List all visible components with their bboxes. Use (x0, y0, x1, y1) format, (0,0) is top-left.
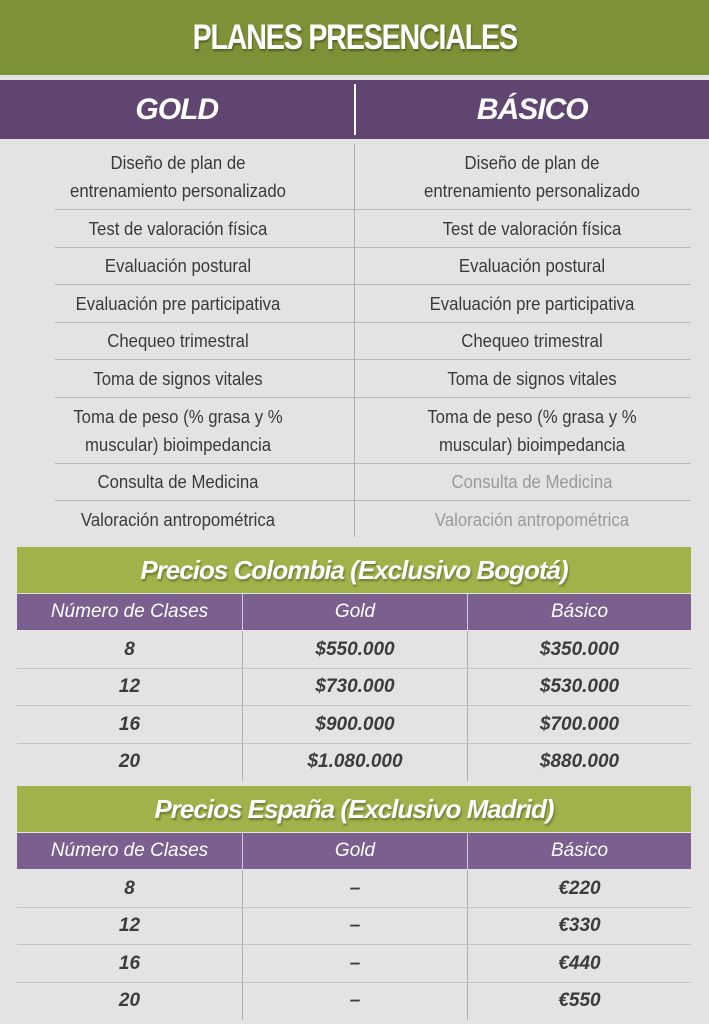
feature-row: Toma de signos vitales Toma de signos vit… (0, 360, 709, 398)
colombia-classes-cell: 16 (118, 713, 141, 735)
colombia-classes-cell: 20 (118, 751, 141, 773)
colombia-title: Precios Colombia (Exclusivo Bogotá) (140, 554, 568, 585)
colombia-basico-cell: $530.000 (467, 668, 691, 706)
espana-gold-cell: – (242, 907, 467, 945)
feature-gold-cell: Toma de peso (% grasa y % muscular) bioi… (72, 406, 283, 455)
espana-basico-cell: €550 (467, 982, 691, 1020)
espana-basico-cell: €330 (467, 907, 691, 945)
feature-row: Test de valoración física Test de valorac… (0, 210, 709, 248)
feature-gold-cell: Test de valoración física (88, 218, 267, 239)
colombia-header-classes: Número de Clases (50, 601, 209, 622)
feature-gold-cell: Consulta de Medicina (96, 472, 258, 493)
espana-header-row: Número de Clases Gold Básico (17, 833, 691, 869)
espana-gold-cell: – (242, 945, 467, 983)
colombia-gold-cell: $550.000 (242, 631, 467, 669)
colombia-gold-cell: $730.000 (242, 668, 467, 706)
colombia-price-row: 8 $550.000 $350.000 (17, 631, 691, 669)
espana-title-banner: Precios España (Exclusivo Madrid) (17, 786, 691, 832)
colombia-basico-cell: $350.000 (467, 631, 691, 669)
espana-header-gold: Gold (242, 833, 467, 869)
colombia-gold-cell: $1.080.000 (242, 743, 467, 781)
espana-price-row: 20 – €550 (17, 982, 691, 1020)
feature-row: Consulta de Medicina Consulta de Medicina (0, 464, 709, 502)
espana-gold-cell: – (242, 870, 467, 908)
espana-header-classes: Número de Clases (50, 840, 209, 861)
page-title: PLANES PRESENCIALES (192, 17, 518, 57)
espana-classes-cell: 8 (124, 877, 135, 899)
colombia-price-row: 12 $730.000 $530.000 (17, 668, 691, 706)
feature-basico-cell: Test de valoración física (442, 218, 621, 239)
espana-title: Precios España (Exclusivo Madrid) (154, 793, 554, 824)
feature-basico-cell: Toma de signos vitales (446, 368, 617, 389)
plan-gold-label: GOLD (135, 92, 219, 126)
plan-basico-label: BÁSICO (476, 92, 589, 126)
espana-gold-cell: – (242, 982, 467, 1020)
espana-price-table: 8– €220 12– €330 16– €440 20– €550 (17, 870, 691, 1020)
feature-row: Toma de peso (% grasa y % muscular) bioi… (0, 398, 709, 464)
features-divider (354, 144, 355, 537)
plan-header: GOLD BÁSICO (0, 80, 709, 139)
colombia-basico-cell: $700.000 (467, 706, 691, 744)
espana-basico-cell: €220 (467, 870, 691, 908)
feature-gold-cell: Evaluación pre participativa (75, 293, 280, 314)
feature-basico-cell: Chequeo trimestral (460, 331, 603, 352)
colombia-price-row: 16 $900.000 $700.000 (17, 706, 691, 744)
colombia-gold-cell: $900.000 (242, 706, 467, 744)
espana-classes-cell: 16 (118, 952, 141, 974)
feature-basico-cell: Consulta de Medicina (450, 472, 612, 493)
colombia-header-gold: Gold (242, 594, 467, 630)
espana-price-row: 16 – €440 (17, 945, 691, 983)
espana-classes-cell: 12 (118, 915, 141, 937)
feature-basico-cell: Toma de peso (% grasa y % muscular) bioi… (426, 406, 637, 455)
feature-gold-cell: Valoración antropométrica (80, 509, 275, 530)
espana-header-basico: Básico (467, 833, 691, 869)
feature-row: Diseño de plan de entrenamiento personal… (0, 144, 709, 210)
colombia-classes-cell: 8 (124, 638, 135, 660)
feature-gold-cell: Toma de signos vitales (92, 368, 263, 389)
colombia-classes-cell: 12 (118, 676, 141, 698)
feature-gold-cell: Evaluación postural (104, 256, 251, 277)
colombia-price-row: 20 $1.080.000 $880.000 (17, 743, 691, 781)
features-table: Diseño de plan de entrenamiento personal… (0, 144, 709, 539)
espana-price-row: 12 – €330 (17, 907, 691, 945)
title-banner: PLANES PRESENCIALES (0, 0, 709, 75)
espana-classes-cell: 20 (118, 990, 141, 1012)
colombia-title-banner: Precios Colombia (Exclusivo Bogotá) (17, 547, 691, 593)
feature-basico-cell: Valoración antropométrica (434, 509, 629, 530)
feature-row: Valoración antropométrica Valoración antr… (0, 501, 709, 539)
feature-row: Chequeo trimestral Chequeo trimestral (0, 323, 709, 361)
espana-price-row: 8 – €220 (17, 870, 691, 908)
colombia-header-row: Número de Clases Gold Básico (17, 594, 691, 630)
espana-basico-cell: €440 (467, 945, 691, 983)
feature-row: Evaluación postural Evaluación postural (0, 248, 709, 286)
colombia-basico-cell: $880.000 (467, 743, 691, 781)
feature-gold-cell: Chequeo trimestral (106, 331, 249, 352)
colombia-price-table: 8 $550.000 $350.000 12 $730.000 $530.000 16 $90… (17, 631, 691, 781)
colombia-header-basico: Básico (467, 594, 691, 630)
feature-basico-cell: Evaluación postural (458, 256, 605, 277)
feature-basico-cell: Diseño de plan de entrenamiento personal… (423, 153, 640, 201)
plan-header-divider (353, 84, 356, 135)
feature-row: Evaluación pre participativa Evaluación p… (0, 285, 709, 323)
feature-gold-cell: Diseño de plan de entrenamiento personal… (69, 153, 286, 201)
feature-basico-cell: Evaluación pre participativa (429, 293, 634, 314)
